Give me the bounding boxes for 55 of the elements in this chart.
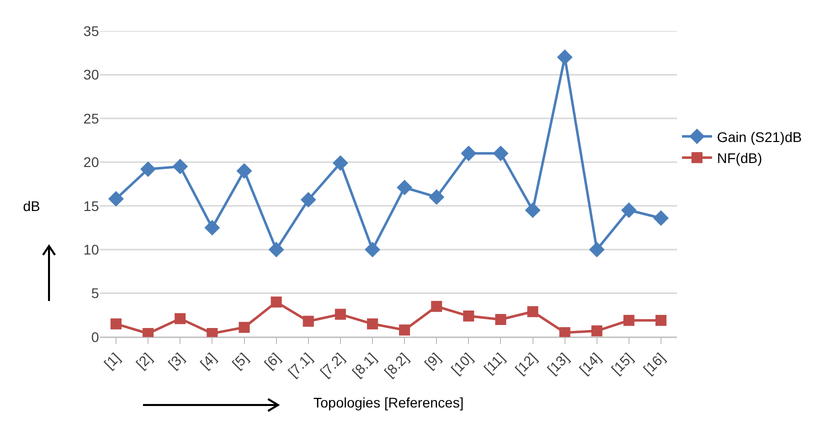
point bbox=[108, 191, 124, 207]
x-tick-label: [1] bbox=[100, 350, 124, 372]
point bbox=[623, 314, 634, 326]
legend-label: Gain (S21)dB bbox=[717, 128, 802, 145]
point bbox=[364, 242, 380, 258]
point bbox=[334, 308, 346, 320]
point bbox=[655, 314, 666, 326]
point bbox=[653, 210, 669, 226]
point bbox=[140, 161, 156, 177]
y-tick-label: 25 bbox=[83, 110, 100, 126]
point bbox=[366, 318, 378, 330]
point bbox=[399, 324, 410, 336]
point bbox=[142, 328, 154, 337]
point bbox=[332, 155, 348, 171]
point bbox=[492, 146, 508, 162]
point bbox=[621, 202, 637, 218]
point bbox=[428, 189, 444, 205]
point bbox=[302, 316, 314, 327]
y-tick-label: 30 bbox=[83, 66, 100, 83]
point bbox=[396, 180, 412, 196]
y-axis-title: dB bbox=[23, 198, 40, 214]
point bbox=[460, 146, 476, 162]
point bbox=[557, 49, 573, 66]
point bbox=[236, 163, 252, 179]
point bbox=[495, 314, 506, 326]
point bbox=[270, 296, 282, 308]
point bbox=[524, 202, 541, 218]
point bbox=[591, 325, 602, 336]
x-tick-label: [2] bbox=[132, 350, 156, 372]
point bbox=[110, 318, 122, 330]
point bbox=[206, 328, 218, 337]
point bbox=[300, 192, 316, 208]
legend-label: NF(dB) bbox=[717, 150, 762, 166]
y-tick-label: 10 bbox=[83, 241, 100, 258]
point bbox=[172, 158, 188, 174]
y-tick-label: 0 bbox=[91, 328, 100, 345]
point bbox=[268, 242, 284, 258]
y-tick-label: 35 bbox=[83, 22, 100, 39]
x-tick-label: [6] bbox=[261, 350, 284, 372]
y-tick-label: 15 bbox=[83, 198, 100, 214]
x-tick-label: [9] bbox=[421, 350, 444, 372]
point bbox=[204, 220, 220, 236]
point bbox=[463, 310, 474, 322]
point bbox=[238, 322, 250, 333]
x-tick-label: [3] bbox=[164, 350, 188, 372]
y-tick-label: 20 bbox=[83, 154, 100, 170]
y-tick-label: 5 bbox=[91, 285, 100, 302]
point bbox=[527, 306, 538, 318]
x-tick-label: [5] bbox=[228, 350, 252, 372]
point bbox=[559, 327, 570, 337]
point bbox=[431, 300, 442, 312]
x-axis-title: Topologies [References] bbox=[313, 394, 464, 410]
x-tick-label: [4] bbox=[196, 350, 220, 372]
point bbox=[589, 242, 605, 258]
point bbox=[174, 313, 186, 324]
